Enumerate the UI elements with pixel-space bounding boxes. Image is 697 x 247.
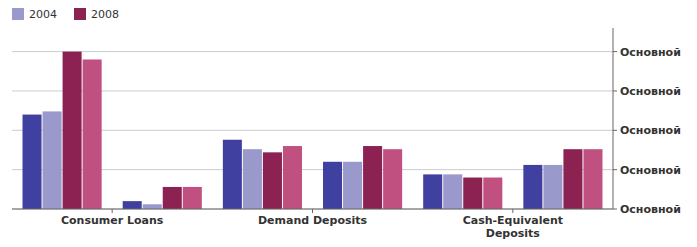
- bar: [263, 152, 282, 209]
- bar: [383, 149, 402, 209]
- bar: [543, 165, 562, 209]
- y-tick-label: Основной: [620, 203, 681, 216]
- bar: [123, 201, 142, 209]
- y-tick: [613, 90, 617, 91]
- x-tick-label-line: Demand Deposits: [258, 214, 368, 227]
- bar: [343, 162, 362, 209]
- legend-swatch: [74, 8, 86, 20]
- bar: [563, 149, 582, 209]
- grid-line: [12, 90, 613, 91]
- x-tick: [112, 209, 113, 213]
- x-tick: [512, 209, 513, 213]
- legend-label: 2004: [29, 8, 57, 21]
- grid-line: [12, 169, 613, 170]
- bar: [423, 174, 442, 209]
- bar: [63, 52, 82, 209]
- bars: [23, 52, 603, 209]
- y-tick: [613, 169, 617, 170]
- bar: [443, 174, 462, 209]
- bar: [143, 204, 162, 209]
- chart-container: Consumer Loans Demand Deposits Cash-Equiva…: [0, 0, 697, 247]
- x-axis: Consumer Loans Demand Deposits Cash-Equiva…: [61, 209, 563, 240]
- bar: [163, 187, 182, 209]
- bar: [23, 115, 42, 209]
- legend-swatch: [12, 8, 24, 20]
- bar: [463, 178, 482, 209]
- x-tick: [312, 209, 313, 213]
- bar: [83, 59, 102, 209]
- x-tick-label: Cash-EquivalentDeposits: [463, 214, 563, 240]
- y-tick-label: Основной: [620, 46, 681, 59]
- bar: [363, 146, 382, 209]
- legend-label: 2008: [91, 8, 119, 21]
- bar: [223, 140, 242, 209]
- chart-svg: Consumer Loans Demand Deposits Cash-Equiva…: [0, 0, 697, 247]
- bar: [523, 165, 542, 209]
- y-tick-label: Основной: [620, 124, 681, 137]
- y-tick: [613, 51, 617, 52]
- legend: 2004 2008: [12, 8, 119, 21]
- y-tick: [613, 209, 617, 210]
- y-tick-label: Основной: [620, 85, 681, 98]
- bar: [243, 149, 262, 209]
- grid-line: [12, 130, 613, 131]
- y-axis-line: [613, 28, 614, 209]
- y-tick: [613, 130, 617, 131]
- bar: [183, 187, 202, 209]
- x-tick-label: Consumer Loans: [61, 214, 164, 227]
- x-tick-label: Demand Deposits: [258, 214, 368, 227]
- grid-line: [12, 51, 613, 52]
- y-axis: Основной Основной Основной Основной Основной: [613, 28, 681, 216]
- y-tick-label: Основной: [620, 164, 681, 177]
- bar: [483, 178, 502, 209]
- x-tick-label-line: Deposits: [486, 227, 541, 240]
- grid: [12, 52, 613, 209]
- bar: [323, 162, 342, 209]
- x-tick-label-line: Cash-Equivalent: [463, 214, 563, 227]
- bar: [283, 146, 302, 209]
- bar: [583, 149, 602, 209]
- x-tick-label-line: Consumer Loans: [61, 214, 164, 227]
- bar: [43, 111, 62, 209]
